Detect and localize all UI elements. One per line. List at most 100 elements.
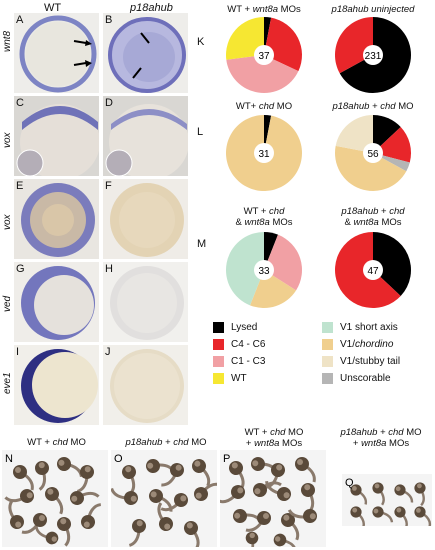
legend-swatch bbox=[213, 322, 224, 333]
arrow-icon bbox=[73, 40, 87, 44]
pie-n-label: 31 bbox=[258, 149, 270, 160]
pie-slice-lysed bbox=[373, 232, 411, 297]
pie-center bbox=[254, 45, 274, 65]
embryo-image bbox=[110, 266, 184, 340]
pie-chart-k-mutant: 231 bbox=[335, 17, 411, 93]
row-label-vox-1: vox bbox=[2, 132, 13, 148]
legend-swatch bbox=[213, 339, 224, 350]
legend-item-v1-short-axis: V1 short axis bbox=[322, 322, 398, 333]
larva bbox=[76, 465, 94, 493]
legend-swatch bbox=[213, 356, 224, 367]
larva bbox=[394, 484, 414, 503]
panel-letter: O bbox=[114, 453, 123, 465]
panel-letter: N bbox=[5, 453, 13, 465]
pie-chart-k-wt: 37 bbox=[226, 17, 302, 93]
larva bbox=[70, 491, 100, 505]
pie-chart-m-mutant: 47 bbox=[335, 232, 411, 308]
embryo-image bbox=[21, 349, 98, 423]
legend-swatch bbox=[213, 373, 224, 384]
larva bbox=[81, 503, 102, 529]
pie-n-label: 56 bbox=[367, 149, 379, 160]
pie-title: WT+ chd MO bbox=[235, 101, 293, 112]
pie-title: WT + wnt8a MOs bbox=[227, 4, 301, 15]
header-wt: WT bbox=[44, 2, 62, 14]
panel-o-larvae: O bbox=[111, 450, 217, 547]
larvae-image bbox=[4, 457, 102, 547]
pie-chart-m-wt: 33 bbox=[226, 232, 302, 308]
panel-letter: E bbox=[16, 180, 24, 192]
larvae-image bbox=[350, 482, 432, 526]
panel-letter: Q bbox=[345, 477, 354, 489]
embryo-image bbox=[108, 17, 186, 93]
arrow-icon bbox=[140, 32, 150, 44]
larva bbox=[13, 465, 34, 491]
embryo-image bbox=[105, 104, 188, 176]
larva bbox=[245, 511, 271, 532]
panel-letter: P bbox=[223, 453, 230, 465]
panel-letter: F bbox=[105, 180, 112, 192]
larva bbox=[111, 487, 138, 505]
larva bbox=[350, 506, 365, 526]
pie-pair-k: 37 231 bbox=[226, 17, 411, 93]
panel-g-wt-ved: G bbox=[14, 262, 99, 342]
larva bbox=[184, 521, 200, 547]
larva bbox=[220, 485, 245, 504]
larva bbox=[350, 484, 368, 505]
pie-slice-c1-c3 bbox=[226, 55, 299, 93]
panel-letter-m: M bbox=[197, 238, 207, 250]
larvae-title: WT + chd MO bbox=[27, 437, 86, 448]
larvae-title: WT + chd MO + wnt8a MOs bbox=[244, 427, 304, 449]
panel-j-mutant-eve1: J bbox=[103, 345, 188, 425]
panel-letter: C bbox=[16, 97, 24, 109]
larva bbox=[372, 482, 385, 506]
larva bbox=[128, 519, 146, 547]
pie-title: WT + chd & wnt8a MOs bbox=[235, 206, 293, 228]
panel-c-wt-vox: C bbox=[14, 96, 99, 176]
larva bbox=[149, 489, 173, 512]
panel-letter: A bbox=[16, 14, 24, 26]
larva bbox=[192, 459, 211, 487]
pie-slice-lysed bbox=[373, 115, 401, 153]
legend-item-c1-c3: C1 - C3 bbox=[213, 356, 265, 367]
arrow-icon bbox=[132, 67, 142, 79]
pie-title: p18ahub uninjected bbox=[331, 4, 415, 15]
embryo-image bbox=[19, 15, 97, 93]
larva bbox=[194, 482, 217, 501]
pie-title: p18ahub + chd MO bbox=[332, 101, 414, 112]
pie-n-label: 47 bbox=[367, 266, 379, 277]
larva bbox=[161, 463, 184, 487]
pie-slice-unscorable bbox=[373, 153, 410, 172]
embryo-image bbox=[21, 266, 95, 340]
arrow-icon bbox=[73, 62, 87, 66]
larva bbox=[281, 513, 300, 541]
larva bbox=[157, 502, 173, 531]
larva bbox=[35, 461, 49, 491]
pie-slice-lysed bbox=[264, 232, 278, 270]
legend-swatch bbox=[322, 356, 333, 367]
larvae-image bbox=[220, 457, 317, 547]
pie-slice-v1-stubby-tail bbox=[335, 115, 373, 153]
larva bbox=[233, 509, 263, 523]
pie-n-label: 231 bbox=[365, 51, 382, 62]
larva bbox=[414, 506, 432, 526]
pie-center bbox=[363, 45, 383, 65]
larva bbox=[4, 489, 34, 503]
larva bbox=[8, 500, 24, 529]
row-label-eve1: eve1 bbox=[2, 372, 13, 394]
panel-letter-k: K bbox=[197, 36, 205, 48]
pie-slice-c4-c6 bbox=[335, 17, 373, 74]
legend-item-v1-chordino: V1/chordino bbox=[322, 339, 393, 350]
pie-pair-m: 33 47 bbox=[226, 232, 411, 308]
larvae-image bbox=[111, 459, 217, 547]
panel-a-wt-wnt8: A bbox=[14, 13, 99, 93]
panel-f-mutant-vox: F bbox=[103, 179, 188, 259]
larva bbox=[287, 509, 317, 523]
panel-letter: I bbox=[16, 346, 20, 358]
larva bbox=[160, 493, 188, 512]
pie-slice-v1-chordino bbox=[335, 145, 407, 191]
pie-center bbox=[363, 260, 383, 280]
panel-e-wt-vox: E bbox=[14, 179, 99, 259]
row-label-wnt8: wnt8 bbox=[2, 30, 13, 52]
larva bbox=[57, 517, 71, 547]
row-label-vox-2: vox bbox=[2, 214, 13, 230]
